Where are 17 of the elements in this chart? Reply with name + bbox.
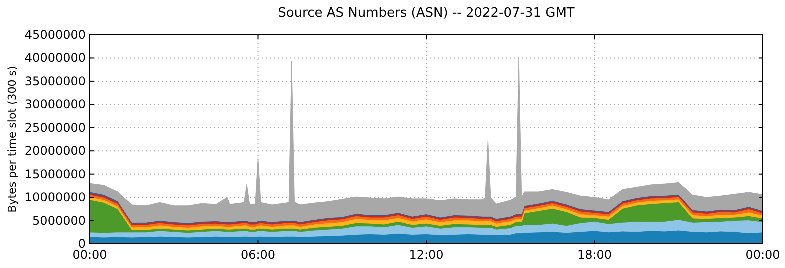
y-tick-label: 35000000: [24, 74, 86, 88]
x-tick-label: 00:00: [72, 248, 108, 262]
y-axis-title: Bytes per time slot (300 s): [6, 66, 19, 213]
y-tick-label: 0: [78, 237, 86, 251]
y-tick-label: 20000000: [24, 144, 86, 158]
y-tick-label: 45000000: [24, 28, 86, 42]
y-tick-label: 25000000: [24, 120, 86, 135]
chart-title: Source AS Numbers (ASN) -- 2022-07-31 GMT: [278, 6, 575, 21]
y-tick-label: 15000000: [24, 167, 86, 182]
x-tick-label: 06:00: [240, 248, 276, 262]
y-tick-label: 30000000: [24, 98, 86, 112]
x-tick-label: 12:00: [409, 248, 444, 262]
y-tick-label: 5000000: [32, 214, 86, 228]
x-tick-label: 00:00: [746, 248, 780, 262]
y-tick-label: 10000000: [24, 190, 86, 205]
x-tick-label: 18:00: [577, 248, 612, 262]
y-tick-label: 40000000: [24, 51, 86, 66]
